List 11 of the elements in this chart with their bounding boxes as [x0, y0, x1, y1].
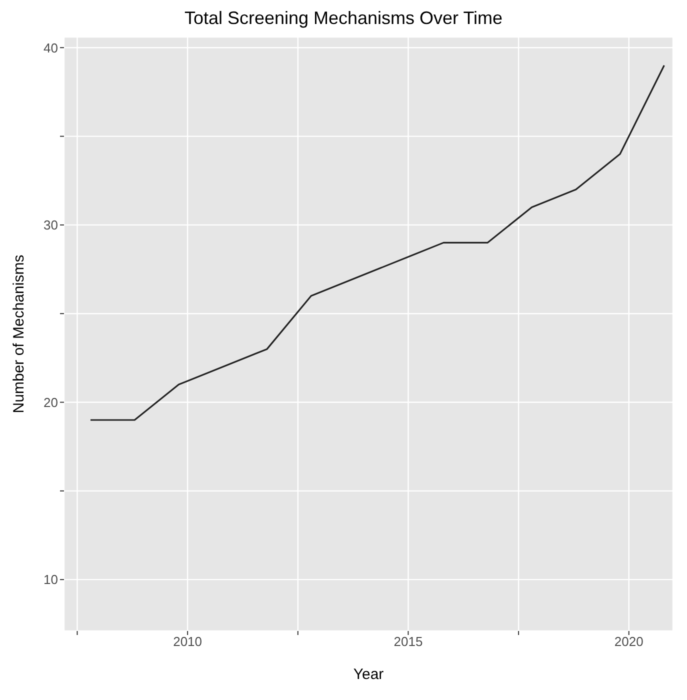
y-tick-label: 40 [44, 40, 58, 56]
y-axis-title: Number of Mechanisms [10, 254, 28, 414]
chart-title: Total Screening Mechanisms Over Time [183, 8, 504, 29]
x-axis-title: Year [353, 666, 384, 683]
x-tick-label: 2020 [614, 634, 644, 650]
y-tick-label: 10 [44, 572, 58, 588]
x-tick-label: 2010 [173, 634, 202, 650]
y-tick-label: 30 [44, 218, 58, 233]
y-tick-label: 20 [44, 394, 58, 410]
line-series [90, 64, 665, 421]
x-tick-label: 2015 [394, 634, 423, 650]
